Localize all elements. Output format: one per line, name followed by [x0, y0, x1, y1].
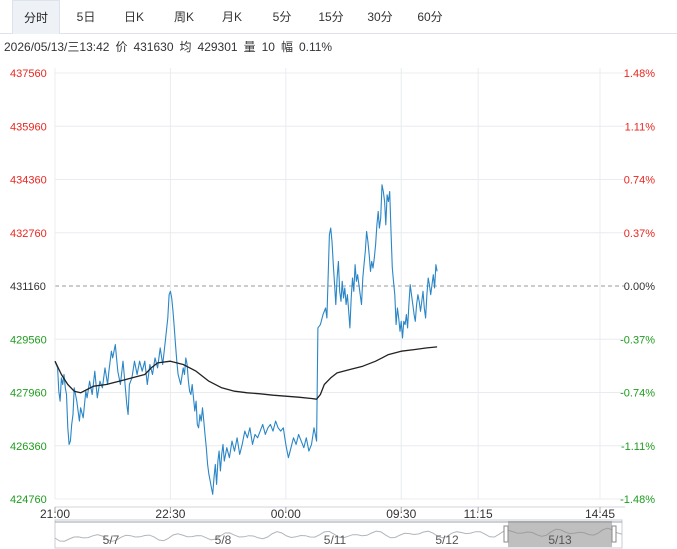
- y-tick-left-label: 427960: [10, 388, 47, 400]
- y-tick-right-label: -0.74%: [620, 388, 655, 400]
- y-tick-left-label: 429560: [10, 334, 47, 346]
- x-tick-label: 22:30: [155, 507, 185, 521]
- navigator-handle-left[interactable]: [503, 525, 509, 543]
- y-tick-right-label: 1.48%: [624, 68, 655, 80]
- quote-datetime: 2026/05/13/三13:42: [4, 40, 110, 54]
- navigator-date-label: 5/12: [435, 533, 459, 547]
- price-label: 价: [115, 40, 128, 54]
- amplitude-value: 0.11%: [298, 40, 333, 54]
- x-tick-label: 09:30: [386, 507, 416, 521]
- volume-value: 10: [261, 40, 275, 54]
- y-tick-left-label: 435960: [10, 121, 47, 133]
- tab-0[interactable]: 分时: [12, 0, 60, 34]
- y-tick-left-label: 432760: [10, 228, 47, 240]
- tab-4[interactable]: 月K: [221, 10, 242, 24]
- navigator-date-label: 5/8: [215, 533, 232, 547]
- y-tick-left-label: 434360: [10, 175, 47, 187]
- y-tick-right-label: -1.48%: [620, 494, 655, 506]
- avg-label: 均: [179, 40, 192, 54]
- tab-1[interactable]: 5日: [76, 10, 96, 24]
- y-tick-right-label: 0.00%: [624, 281, 655, 293]
- tab-6[interactable]: 15分: [318, 10, 344, 24]
- navigator-handle-right[interactable]: [611, 525, 617, 543]
- price-line: [54, 184, 438, 495]
- tab-5[interactable]: 5分: [272, 10, 292, 24]
- navigator-date-label: 5/11: [324, 533, 347, 547]
- y-tick-left-label: 431160: [10, 281, 46, 293]
- tab-8[interactable]: 60分: [417, 10, 443, 24]
- y-tick-left-label: 426360: [10, 441, 47, 453]
- navigator-selection[interactable]: [508, 521, 612, 547]
- x-tick-label: 00:00: [271, 507, 301, 521]
- navigator-date-label: 5/7: [103, 533, 120, 547]
- average-price-line: [54, 346, 438, 400]
- y-tick-right-label: -0.37%: [620, 334, 655, 346]
- y-tick-left-label: 437560: [10, 68, 47, 80]
- volume-label: 量: [243, 40, 256, 54]
- tab-7[interactable]: 30分: [367, 10, 393, 24]
- tab-3[interactable]: 周K: [173, 10, 194, 24]
- y-tick-right-label: 0.74%: [624, 175, 655, 187]
- amplitude-label: 幅: [280, 40, 293, 54]
- x-tick-label: 11:15: [464, 507, 493, 521]
- quote-info-bar: 2026/05/13/三13:42 价 431630 均 429301 量 10 幅 0.11%: [4, 38, 338, 56]
- price-value: 431630: [133, 40, 174, 54]
- navigator-date-label: 5/13: [548, 533, 572, 547]
- period-tab-bar: 分时 5日 日K 周K 月K 5分 15分 30分 60分: [0, 0, 677, 34]
- y-tick-right-label: 1.11%: [625, 121, 656, 133]
- y-tick-right-label: 0.37%: [624, 228, 655, 240]
- x-tick-label: 14:45: [585, 507, 615, 521]
- avg-value: 429301: [197, 40, 238, 54]
- tab-2[interactable]: 日K: [123, 10, 144, 24]
- y-tick-right-label: -1.11%: [621, 441, 655, 453]
- x-tick-label: 21:00: [40, 507, 70, 521]
- y-tick-left-label: 424760: [10, 494, 47, 506]
